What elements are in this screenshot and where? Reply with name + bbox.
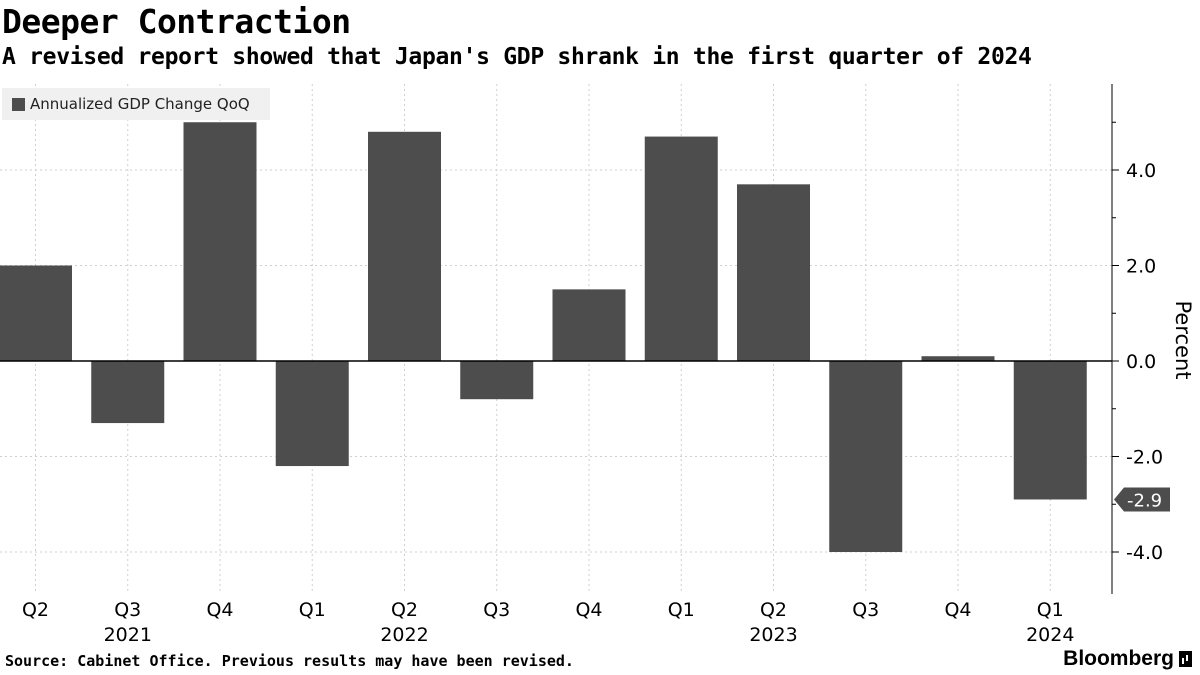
source-note: Source: Cabinet Office. Previous results… (5, 652, 574, 670)
x-tick-label: Q1 (668, 599, 695, 621)
x-year-label: 2022 (380, 624, 428, 646)
x-tick-label: Q4 (206, 599, 233, 621)
bar (183, 122, 257, 361)
x-tick-label: Q2 (22, 599, 49, 621)
x-tick-label: Q4 (944, 599, 971, 621)
bar (275, 361, 349, 467)
x-tick-label: Q1 (299, 599, 326, 621)
bar (644, 136, 718, 361)
y-tick-label: 2.0 (1126, 256, 1156, 278)
bar (1013, 361, 1087, 500)
x-tick-label: Q3 (483, 599, 510, 621)
x-tick-label: Q2 (391, 599, 418, 621)
chart-title: Deeper Contraction (2, 2, 351, 41)
x-tick-label: Q3 (114, 599, 141, 621)
brand-name: Bloomberg (1063, 647, 1174, 670)
x-tick-label: Q1 (1037, 599, 1064, 621)
legend-swatch (12, 97, 25, 111)
bar (552, 289, 626, 361)
brand-logo: Bloomberg (1063, 647, 1192, 671)
y-tick-label: -2.0 (1126, 447, 1163, 469)
x-year-label: 2021 (104, 624, 152, 646)
y-tick-label: 0.0 (1126, 351, 1156, 373)
x-year-label: 2023 (749, 624, 797, 646)
x-year-label: 2024 (1026, 624, 1074, 646)
last-value-label: -2.9 (1127, 490, 1162, 511)
x-tick-label: Q4 (575, 599, 602, 621)
bar (460, 361, 534, 400)
x-tick-label: Q2 (760, 599, 787, 621)
axis-labels: -4.0 -2.0 0.0 2.0 4.0 Percent -2.9 Q2 Q3 Q4 Q1 Q2 Q3… (22, 160, 1195, 646)
legend: Annualized GDP Change QoQ (2, 88, 270, 120)
bar (737, 184, 810, 361)
bar (829, 361, 903, 552)
bar (921, 356, 995, 361)
chart-subtitle: A revised report showed that Japan's GDP… (2, 44, 1032, 70)
bar (368, 131, 441, 361)
x-tick-label: Q3 (852, 599, 879, 621)
y-tick-label: 4.0 (1126, 160, 1156, 182)
y-axis-label: Percent (1171, 300, 1195, 379)
bar (91, 361, 165, 424)
bar (0, 265, 72, 361)
last-value-callout (1114, 487, 1170, 512)
y-tick-label: -4.0 (1126, 542, 1163, 564)
axes (0, 84, 1119, 594)
bloomberg-terminal-icon (1179, 651, 1192, 667)
legend-label: Annualized GDP Change QoQ (30, 95, 250, 113)
bars (0, 122, 1087, 552)
